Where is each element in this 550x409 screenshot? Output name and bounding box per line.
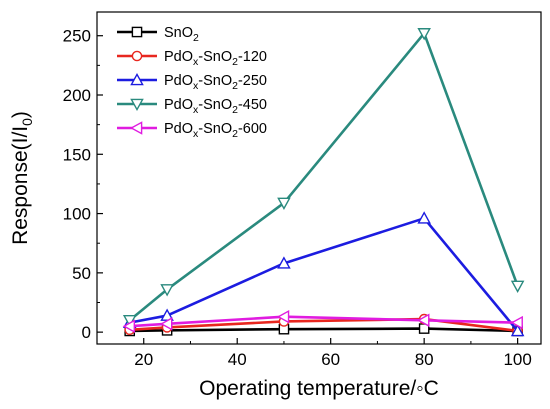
data-point-PdOx-SnO2-600-50 [276, 309, 290, 324]
x-tick-label-20: 20 [134, 350, 153, 369]
series-line-SnO2 [129, 327, 518, 333]
legend-entry-PdOx-SnO2-250: PdOx-SnO2-250 [117, 72, 267, 92]
data-point-PdOx-SnO2-450-25 [160, 284, 174, 297]
y-tick-label-150: 150 [63, 145, 91, 164]
axis-ticks: 20 40 60 80 100 0 50 100 150 200 250 [63, 27, 532, 369]
legend-label: PdOx-SnO2-450 [164, 97, 267, 116]
legend-label: SnO2 [164, 25, 199, 44]
data-point-PdOx-SnO2-450-17 [122, 314, 137, 328]
data-point-PdOx-SnO2-250-100 [510, 323, 525, 337]
legend-marker [130, 72, 144, 86]
data-point-PdOx-SnO2-450-50 [277, 197, 291, 210]
data-point-PdOx-SnO2-450-100 [510, 280, 525, 293]
y-tick-label-200: 200 [63, 86, 91, 105]
x-tick-label-100: 100 [503, 350, 531, 369]
data-point-PdOx-SnO2-250-50 [277, 256, 291, 269]
series-layer [122, 28, 525, 337]
y-axis-title: Response(I/I0) [9, 111, 35, 245]
legend-entry-PdOx-SnO2-600: PdOx-SnO2-600 [117, 121, 267, 140]
x-tick-label-80: 80 [415, 350, 434, 369]
data-point-PdOx-SnO2-600-17 [122, 319, 136, 333]
y-tick-label-100: 100 [63, 205, 91, 224]
legend-marker [130, 98, 144, 112]
x-tick-label-40: 40 [228, 350, 247, 369]
data-point-PdOx-SnO2-600-100 [510, 315, 523, 330]
series-PdOx-SnO2-600 [122, 309, 523, 333]
legend-marker [131, 50, 143, 62]
y-tick-label-0: 0 [82, 323, 91, 342]
data-point-PdOx-SnO2-250-80 [417, 211, 431, 224]
data-point-PdOx-SnO2-600-80 [417, 313, 430, 328]
legend-entry-PdOx-SnO2-450: PdOx-SnO2-450 [117, 97, 267, 116]
series-PdOx-SnO2-450 [122, 28, 525, 328]
legend-marker [129, 121, 143, 135]
legend-label: PdOx-SnO2-600 [164, 121, 267, 140]
y-tick-label-50: 50 [72, 264, 91, 283]
legend-label: PdOx-SnO2-120 [164, 49, 267, 68]
legend-entry-PdOx-SnO2-120: PdOx-SnO2-120 [117, 49, 267, 68]
plot-frame [96, 11, 542, 345]
y-tick-label-250: 250 [63, 27, 91, 46]
legend-entry-SnO2: SnO2 [117, 25, 199, 44]
x-tick-label-60: 60 [321, 350, 340, 369]
data-point-PdOx-SnO2-450-80 [417, 28, 431, 41]
legend-label: PdOx-SnO2-250 [164, 73, 267, 92]
x-axis-title: Operating temperature/◦C [199, 377, 439, 400]
legend-marker [131, 26, 143, 38]
legend: SnO2 PdOx-SnO2-120 PdOx-SnO2-250 PdOx-SnO2-… [117, 25, 267, 140]
data-point-PdOx-SnO2-600-25 [160, 317, 173, 331]
